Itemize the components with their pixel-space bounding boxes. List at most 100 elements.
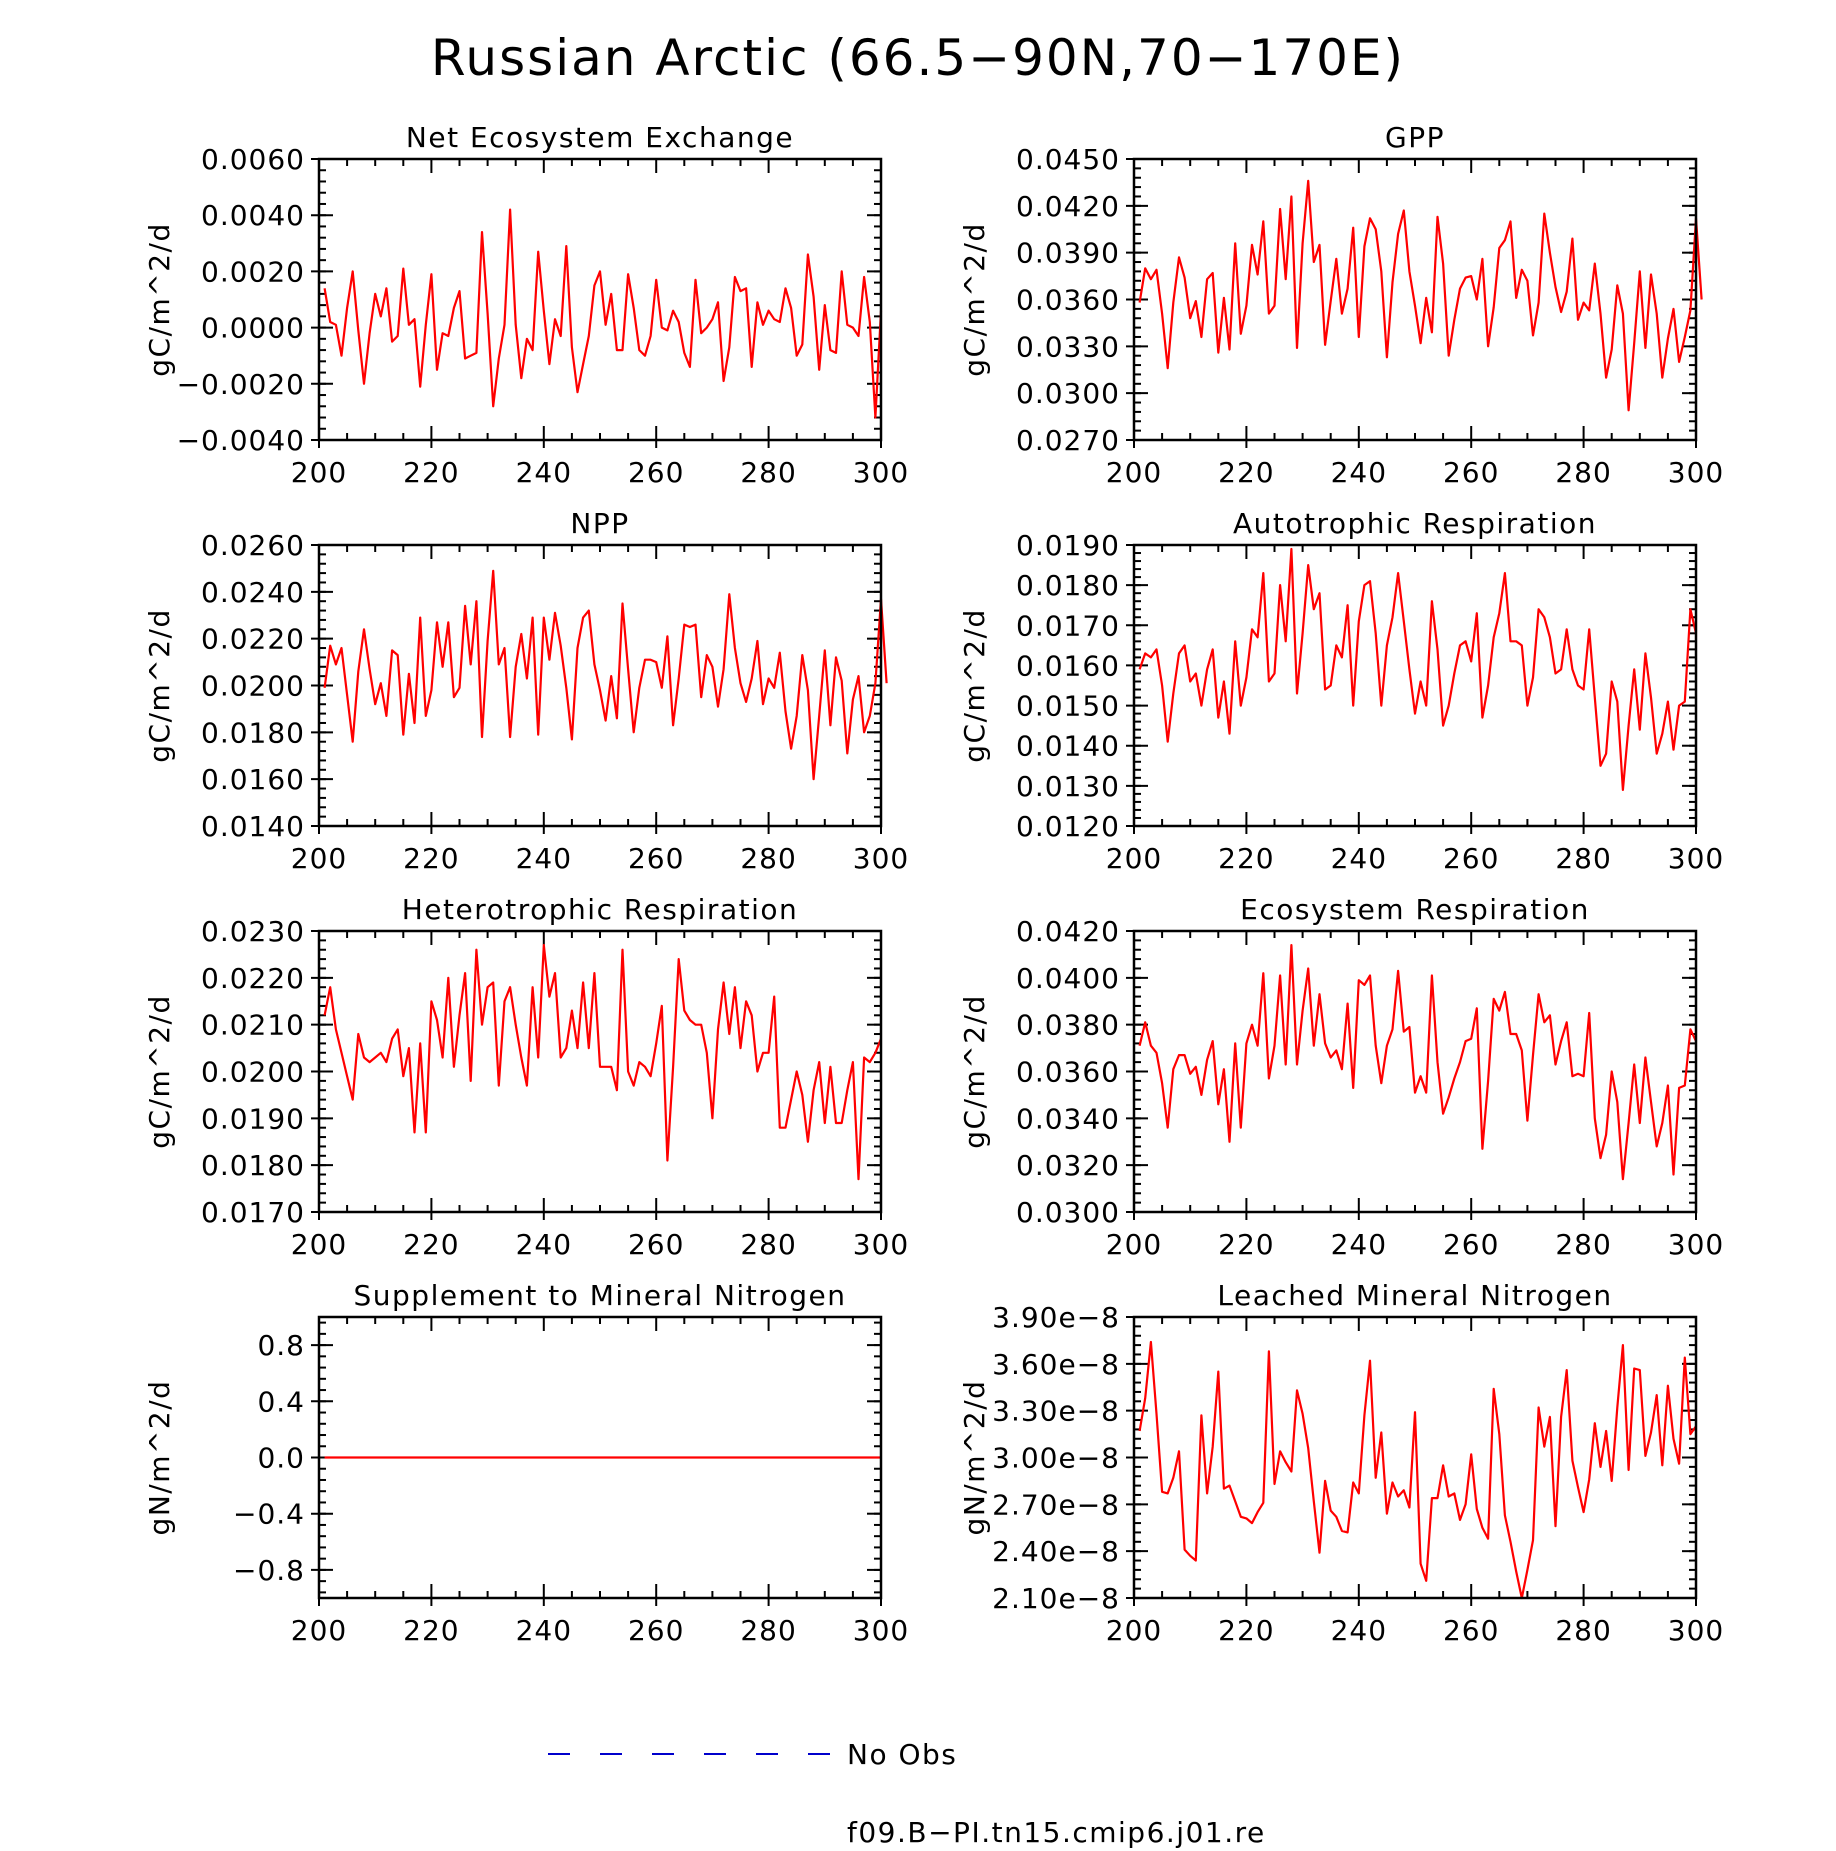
- legend-label-model: f09.B−PI.tn15.cmip6.j01.re: [847, 1816, 1266, 1849]
- x-tick-label: 260: [628, 456, 684, 489]
- figure-title: Russian Arctic (66.5−90N,70−170E): [431, 29, 1405, 87]
- series-line: [1138, 179, 1703, 412]
- plot-frame: [317, 929, 883, 1214]
- x-tick-label: 220: [1218, 1614, 1274, 1647]
- x-tick-label: 280: [1555, 456, 1611, 489]
- y-axis-label: gC/m^2/d: [143, 994, 176, 1149]
- y-axis-label: gN/m^2/d: [958, 1380, 991, 1536]
- y-tick-label: 3.60e−8: [992, 1348, 1120, 1381]
- x-tick-label: 220: [403, 1614, 459, 1647]
- plot-frame: [1132, 929, 1698, 1214]
- panel-title: Supplement to Mineral Nitrogen: [354, 1279, 847, 1312]
- y-tick-label: 0.0160: [201, 763, 305, 796]
- x-tick-label: 240: [516, 1614, 572, 1647]
- x-tick-label: 240: [1331, 1228, 1387, 1261]
- x-tick-label: 300: [853, 1228, 909, 1261]
- x-tick-label: 300: [853, 842, 909, 875]
- y-tick-label: 0.0140: [1016, 730, 1120, 763]
- y-axis-label: gC/m^2/d: [958, 222, 991, 377]
- y-tick-label: 3.90e−8: [992, 1301, 1120, 1334]
- y-tick-label: 0.0180: [201, 1149, 305, 1182]
- plot-frame: [1132, 157, 1698, 442]
- y-tick-label: 0.0300: [1016, 377, 1120, 410]
- x-tick-label: 300: [1668, 1228, 1724, 1261]
- x-tick-label: 260: [1443, 1228, 1499, 1261]
- y-tick-label: 0.0020: [201, 255, 305, 288]
- x-tick-label: 220: [1218, 842, 1274, 875]
- y-tick-label: 0.0390: [1016, 237, 1120, 270]
- y-tick-label: 0.0180: [1016, 569, 1120, 602]
- y-tick-label: 0.0240: [201, 576, 305, 609]
- chart-panel: Ecosystem Respiration gC/m^2/d 200 220 240 26…: [958, 893, 1724, 1261]
- y-tick-label: 0.0210: [201, 1009, 305, 1042]
- y-tick-label: −0.0020: [177, 368, 305, 401]
- y-axis-label: gC/m^2/d: [958, 994, 991, 1149]
- x-tick-label: 240: [1331, 456, 1387, 489]
- x-tick-label: 280: [740, 1614, 796, 1647]
- legend-label-no-obs: No Obs: [847, 1738, 957, 1771]
- y-tick-label: 0.0450: [1016, 143, 1120, 176]
- x-tick-label: 200: [291, 1614, 347, 1647]
- x-tick-label: 200: [291, 842, 347, 875]
- y-tick-label: 0.0: [257, 1442, 305, 1475]
- chart-panel: GPP gC/m^2/d 200 220 240 260 280 300 0.0270 0.030…: [958, 121, 1724, 489]
- x-tick-label: 220: [403, 1228, 459, 1261]
- chart-panel: Autotrophic Respiration gC/m^2/d 200 220 240…: [958, 507, 1724, 875]
- y-tick-label: 2.40e−8: [992, 1535, 1120, 1568]
- x-tick-label: 260: [1443, 456, 1499, 489]
- y-tick-label: 0.0160: [1016, 649, 1120, 682]
- x-tick-label: 200: [291, 456, 347, 489]
- x-tick-label: 200: [1106, 456, 1162, 489]
- y-tick-label: 0.0220: [201, 623, 305, 656]
- y-tick-label: 0.0130: [1016, 770, 1120, 803]
- y-tick-label: 0.0420: [1016, 915, 1120, 948]
- y-axis-label: gC/m^2/d: [143, 222, 176, 377]
- y-tick-label: 0.0140: [201, 810, 305, 843]
- x-tick-label: 260: [628, 1614, 684, 1647]
- y-tick-label: 0.8: [257, 1329, 305, 1362]
- y-tick-label: 0.0190: [1016, 529, 1120, 562]
- series-line: [1138, 1340, 1697, 1600]
- y-tick-label: −0.0040: [177, 424, 305, 457]
- x-tick-label: 280: [1555, 842, 1611, 875]
- x-tick-label: 260: [1443, 842, 1499, 875]
- y-tick-label: 0.4: [257, 1385, 305, 1418]
- x-tick-label: 280: [740, 456, 796, 489]
- plot-frame: [1132, 1315, 1698, 1600]
- x-tick-label: 280: [1555, 1614, 1611, 1647]
- y-tick-label: 0.0060: [201, 143, 305, 176]
- y-axis-label: gC/m^2/d: [958, 608, 991, 763]
- y-tick-label: 0.0380: [1016, 1009, 1120, 1042]
- series-line: [323, 943, 883, 1181]
- y-tick-label: 0.0220: [201, 962, 305, 995]
- chart-panel: NPP gC/m^2/d 200 220 240 260 280 300 0.0140 0.016…: [143, 507, 909, 875]
- y-tick-label: 0.0270: [1016, 424, 1120, 457]
- x-tick-label: 200: [1106, 842, 1162, 875]
- x-tick-label: 240: [1331, 842, 1387, 875]
- x-tick-label: 300: [1668, 842, 1724, 875]
- panel-title: GPP: [1385, 121, 1445, 154]
- series-line: [1138, 547, 1698, 792]
- x-tick-label: 300: [1668, 1614, 1724, 1647]
- x-tick-label: 220: [1218, 1228, 1274, 1261]
- legend: No Obs f09.B−PI.tn15.cmip6.j01.re: [548, 1738, 1266, 1849]
- series-line: [1138, 943, 1697, 1181]
- x-tick-label: 240: [516, 456, 572, 489]
- y-tick-label: 0.0360: [1016, 284, 1120, 317]
- x-tick-label: 220: [1218, 456, 1274, 489]
- x-tick-label: 200: [291, 1228, 347, 1261]
- chart-panel: Leached Mineral Nitrogen gN/m^2/d 200 220 24…: [958, 1279, 1724, 1647]
- y-tick-label: 0.0420: [1016, 190, 1120, 223]
- panel-title: Leached Mineral Nitrogen: [1217, 1279, 1612, 1312]
- panel-title: NPP: [570, 507, 629, 540]
- y-tick-label: 0.0200: [201, 1056, 305, 1089]
- chart-panel: Net Ecosystem Exchange gC/m^2/d 200 220 240 2…: [143, 121, 908, 489]
- x-tick-label: 300: [1668, 456, 1724, 489]
- chart-panel: Heterotrophic Respiration gC/m^2/d 200 220 2…: [143, 893, 909, 1261]
- y-tick-label: 0.0040: [201, 199, 305, 232]
- y-tick-label: 3.30e−8: [992, 1395, 1120, 1428]
- y-tick-label: 2.70e−8: [992, 1488, 1120, 1521]
- y-axis-label: gC/m^2/d: [143, 608, 176, 763]
- x-tick-label: 300: [853, 1614, 909, 1647]
